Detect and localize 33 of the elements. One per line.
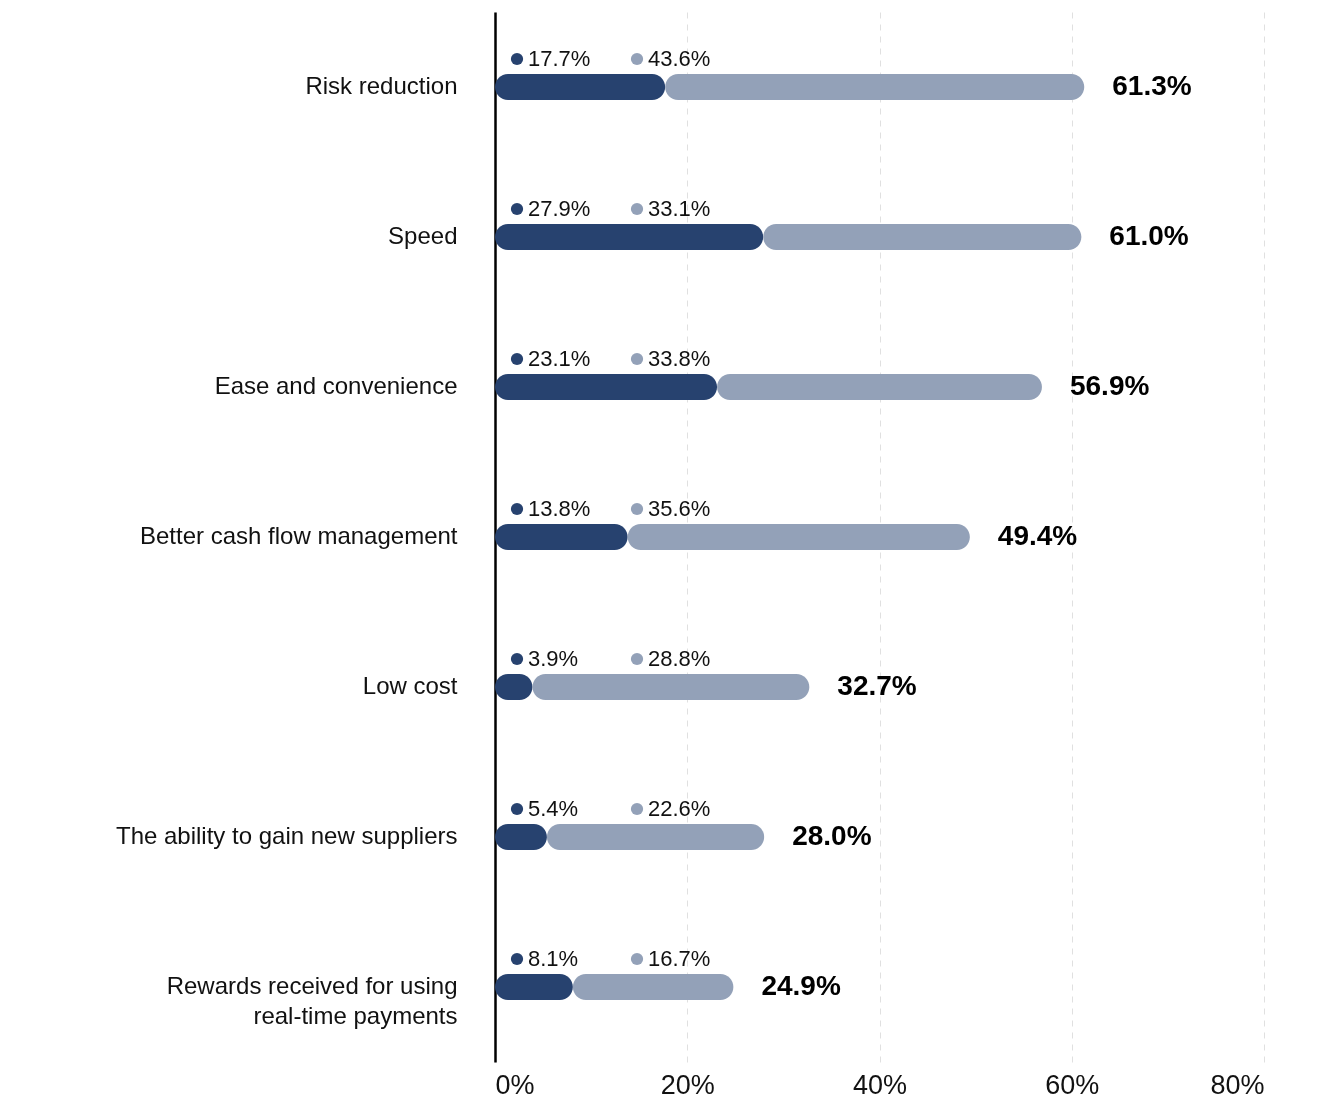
data-label: 8.1% — [528, 946, 579, 971]
y-tick-label: Low cost — [362, 672, 458, 699]
total-label: 56.9% — [1069, 370, 1150, 401]
total-label: 28.0% — [792, 820, 872, 851]
data-label: 17.7% — [528, 46, 591, 71]
y-tick-label: Speed — [388, 222, 458, 249]
total-label: 61.0% — [1109, 220, 1189, 251]
x-tick-label: 80% — [1210, 1069, 1265, 1100]
y-tick-label: Rewards received for using real-time payments — [166, 972, 458, 1029]
y-tick-label: Risk reduction — [305, 72, 458, 99]
data-label: 3.9% — [528, 646, 579, 671]
y-tick-label: Better cash flow management — [140, 522, 458, 549]
y-tick-label: Ease and convenience — [214, 372, 458, 399]
data-label: 13.8% — [528, 496, 591, 521]
data-label: 23.1% — [528, 346, 591, 371]
total-label: 49.4% — [997, 520, 1078, 551]
x-tick-label: 0% — [495, 1069, 535, 1100]
x-tick-label: 60% — [1045, 1069, 1100, 1100]
data-label: 22.6% — [648, 796, 711, 821]
data-label: 16.7% — [648, 946, 711, 971]
x-tick-label: 20% — [660, 1069, 715, 1100]
data-label: 28.8% — [648, 646, 711, 671]
x-tick-label: 40% — [852, 1069, 908, 1100]
data-label: 33.8% — [648, 346, 711, 371]
total-label: 61.3% — [1112, 70, 1192, 101]
data-label: 43.6% — [648, 46, 711, 71]
total-label: 24.9% — [761, 970, 841, 1001]
data-label: 33.1% — [648, 196, 711, 221]
data-label: 35.6% — [648, 496, 711, 521]
y-tick-label: The ability to gain new suppliers — [115, 822, 458, 849]
total-label: 32.7% — [837, 670, 917, 701]
data-label: 5.4% — [528, 796, 579, 821]
data-label: 27.9% — [528, 196, 591, 221]
